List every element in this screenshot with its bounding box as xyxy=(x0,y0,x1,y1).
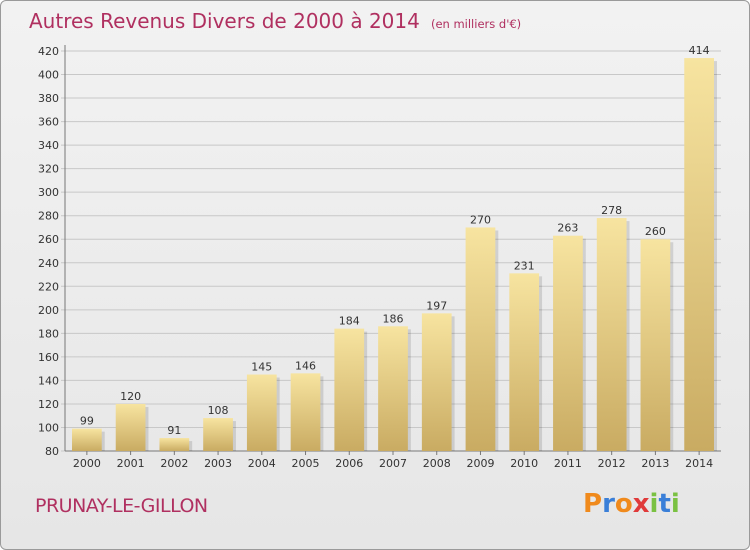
bar xyxy=(246,374,277,451)
y-tick-label: 240 xyxy=(38,257,59,270)
y-tick-label: 340 xyxy=(38,139,59,152)
bar-value-label: 184 xyxy=(339,315,360,328)
y-tick-label: 400 xyxy=(38,69,59,82)
y-tick-label: 380 xyxy=(38,92,59,105)
x-tick-label: 2000 xyxy=(73,457,101,470)
y-tick-label: 180 xyxy=(38,327,59,340)
y-tick-label: 300 xyxy=(38,186,59,199)
bar-value-label: 197 xyxy=(426,299,447,312)
logo-letter: i xyxy=(670,489,680,519)
bar xyxy=(159,438,190,451)
bar-value-label: 186 xyxy=(383,312,404,325)
bar-value-label: 146 xyxy=(295,359,316,372)
bar xyxy=(465,227,496,451)
x-tick-label: 2005 xyxy=(292,457,320,470)
bar xyxy=(684,58,715,451)
y-tick-label: 100 xyxy=(38,421,59,434)
bar xyxy=(553,235,583,451)
bar-value-label: 99 xyxy=(80,415,94,428)
x-tick-label: 2012 xyxy=(598,457,626,470)
bar xyxy=(334,328,365,451)
logo-letter: P xyxy=(583,489,603,519)
y-tick-label: 260 xyxy=(38,233,59,246)
y-tick-label: 160 xyxy=(38,351,59,364)
x-tick-label: 2014 xyxy=(685,457,713,470)
chart-title: Autres Revenus Divers de 2000 à 2014 (en… xyxy=(29,9,521,33)
x-tick-label: 2010 xyxy=(510,457,538,470)
logo-letter: o xyxy=(614,489,633,519)
bar-value-label: 260 xyxy=(645,225,666,238)
bar-value-label: 108 xyxy=(208,404,229,417)
y-tick-label: 120 xyxy=(38,398,59,411)
bar xyxy=(115,403,146,451)
y-tick-label: 360 xyxy=(38,116,59,129)
bar xyxy=(290,373,321,451)
x-tick-label: 2003 xyxy=(204,457,232,470)
x-tick-label: 2007 xyxy=(379,457,407,470)
bar-value-label: 278 xyxy=(601,204,622,217)
bar xyxy=(71,428,102,451)
x-tick-label: 2011 xyxy=(554,457,582,470)
bar-value-label: 263 xyxy=(557,222,578,235)
bar xyxy=(596,218,627,451)
x-tick-label: 2001 xyxy=(117,457,145,470)
chart-title-unit: (en milliers d'€) xyxy=(430,17,522,31)
logo-letter: x xyxy=(632,489,650,519)
y-tick-label: 80 xyxy=(45,445,59,458)
logo-letter: r xyxy=(602,489,615,519)
bar xyxy=(203,418,233,451)
bar xyxy=(509,273,540,451)
bar-value-label: 120 xyxy=(120,390,141,403)
chart-title-main: Autres Revenus Divers de 2000 à 2014 xyxy=(29,9,420,33)
bar-value-label: 414 xyxy=(689,44,710,57)
y-tick-label: 140 xyxy=(38,374,59,387)
proxiti-logo: Proxiti xyxy=(583,489,680,519)
x-tick-label: 2008 xyxy=(423,457,451,470)
x-tick-label: 2004 xyxy=(248,457,276,470)
bar-value-label: 91 xyxy=(167,424,181,437)
y-tick-label: 280 xyxy=(38,210,59,223)
x-tick-label: 2006 xyxy=(335,457,363,470)
bar-value-label: 270 xyxy=(470,213,491,226)
x-tick-label: 2002 xyxy=(160,457,188,470)
y-tick-label: 420 xyxy=(38,45,59,58)
x-tick-label: 2013 xyxy=(641,457,669,470)
bar xyxy=(421,313,452,451)
bar-value-label: 145 xyxy=(251,361,272,374)
bar xyxy=(640,239,671,451)
logo-letter: i xyxy=(649,489,659,519)
logo-letter: t xyxy=(658,489,671,519)
y-tick-label: 220 xyxy=(38,280,59,293)
x-tick-label: 2009 xyxy=(466,457,494,470)
commune-name: PRUNAY-LE-GILLON xyxy=(35,495,208,517)
y-tick-label: 200 xyxy=(38,304,59,317)
y-tick-label: 320 xyxy=(38,163,59,176)
bar xyxy=(378,326,408,451)
bar-value-label: 231 xyxy=(514,259,535,272)
